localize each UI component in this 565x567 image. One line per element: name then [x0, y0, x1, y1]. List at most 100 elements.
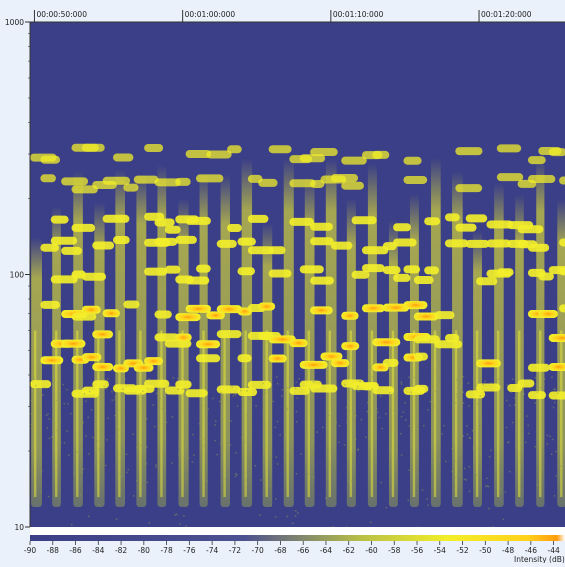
noise-speck: [369, 413, 371, 415]
harmonic-segment: [445, 213, 460, 221]
onset-core: [34, 331, 36, 497]
colorbar-tick-label: -82: [115, 546, 127, 555]
noise-speck: [335, 377, 337, 379]
noise-speck: [291, 426, 293, 428]
noise-speck: [547, 443, 549, 445]
harmonic-segment: [289, 339, 307, 347]
noise-speck: [551, 454, 553, 456]
noise-speck: [374, 380, 376, 382]
harmonic-segment: [51, 237, 77, 245]
noise-speck: [94, 400, 96, 402]
harmonic-segment: [175, 236, 197, 244]
noise-speck: [107, 378, 109, 380]
noise-speck: [322, 427, 324, 429]
noise-speck: [173, 377, 175, 379]
colorbar-tick-label: -84: [92, 546, 104, 555]
noise-speck: [297, 397, 299, 399]
harmonic-segment: [372, 338, 400, 346]
noise-speck: [555, 451, 557, 453]
harmonic-segment: [175, 333, 191, 341]
harmonic-segment: [549, 334, 565, 342]
noise-speck: [74, 381, 76, 383]
noise-speck: [503, 519, 505, 521]
noise-speck: [263, 383, 265, 385]
noise-speck: [208, 408, 210, 410]
noise-speck: [103, 386, 105, 388]
noise-speck: [121, 476, 123, 478]
harmonic-segment: [154, 218, 174, 226]
noise-speck: [371, 376, 373, 378]
noise-speck: [528, 433, 530, 435]
noise-speck: [140, 393, 142, 395]
noise-speck: [88, 453, 90, 455]
noise-speck: [97, 440, 99, 442]
noise-speck: [162, 401, 164, 403]
onset-core: [539, 331, 541, 497]
harmonic-segment: [92, 363, 113, 371]
harmonic-segment: [196, 174, 223, 182]
noise-speck: [143, 379, 145, 381]
noise-speck: [544, 378, 546, 380]
noise-speck: [480, 406, 482, 408]
noise-speck: [459, 427, 461, 429]
harmonic-segment: [82, 353, 102, 361]
noise-speck: [220, 443, 222, 445]
noise-speck: [479, 421, 481, 423]
harmonic-segment: [331, 359, 349, 367]
noise-speck: [470, 437, 472, 439]
noise-speck: [376, 408, 378, 410]
noise-speck: [514, 404, 516, 406]
noise-speck: [560, 465, 562, 467]
noise-speck: [126, 454, 128, 456]
onset-core: [434, 331, 436, 497]
noise-speck: [105, 388, 107, 390]
noise-speck: [212, 398, 214, 400]
noise-speck: [367, 402, 369, 404]
harmonic-segment: [165, 266, 181, 274]
noise-speck: [465, 479, 467, 481]
harmonic-segment: [154, 310, 171, 318]
harmonic-segment: [61, 177, 88, 185]
harmonic-segment: [217, 330, 242, 338]
noise-speck: [51, 436, 53, 438]
noise-speck: [372, 389, 374, 391]
harmonic-segment: [455, 224, 476, 232]
noise-speck: [349, 411, 351, 413]
harmonic-segment: [144, 357, 163, 365]
colorbar-tick-label: -70: [252, 546, 264, 555]
noise-speck: [485, 486, 487, 488]
noise-speck: [185, 525, 187, 527]
noise-speck: [553, 407, 555, 409]
noise-speck: [431, 397, 433, 399]
harmonic-segment: [393, 274, 410, 282]
noise-speck: [76, 452, 78, 454]
noise-speck: [92, 437, 94, 439]
noise-speck: [403, 411, 405, 413]
harmonic-segment: [310, 306, 333, 314]
noise-speck: [57, 488, 59, 490]
noise-speck: [260, 514, 262, 516]
noise-speck: [193, 454, 195, 456]
noise-speck: [405, 419, 407, 421]
noise-speck: [516, 433, 518, 435]
onset-core: [55, 331, 57, 497]
noise-speck: [477, 403, 479, 405]
noise-speck: [136, 480, 138, 482]
noise-speck: [185, 408, 187, 410]
colorbar-tick-label: -64: [320, 546, 332, 555]
noise-speck: [183, 515, 185, 517]
x-tick-label: 00:00:50:000: [36, 10, 87, 19]
harmonic-segment: [186, 305, 211, 313]
noise-speck: [42, 394, 44, 396]
noise-speck: [204, 438, 206, 440]
noise-speck: [512, 422, 514, 424]
harmonic-segment: [175, 178, 190, 186]
noise-speck: [146, 418, 148, 420]
noise-speck: [207, 412, 209, 414]
noise-speck: [36, 490, 38, 492]
harmonic-segment: [154, 238, 177, 246]
noise-speck: [271, 505, 273, 507]
noise-speck: [527, 425, 529, 427]
noise-speck: [220, 392, 222, 394]
